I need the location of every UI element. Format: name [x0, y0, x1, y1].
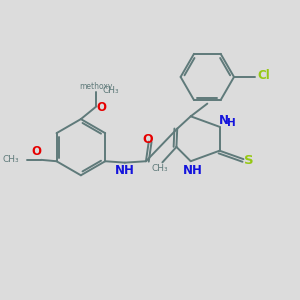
Text: NH: NH — [183, 164, 203, 177]
Text: methoxy: methoxy — [80, 82, 113, 91]
Text: N: N — [219, 114, 229, 127]
Text: O: O — [96, 100, 106, 113]
Text: O: O — [32, 146, 42, 158]
Text: CH₃: CH₃ — [103, 86, 119, 95]
Text: CH₃: CH₃ — [151, 164, 168, 173]
Text: S: S — [244, 154, 253, 167]
Text: Cl: Cl — [258, 69, 270, 82]
Text: CH₃: CH₃ — [2, 155, 19, 164]
Text: H: H — [227, 118, 236, 128]
Text: O: O — [142, 133, 153, 146]
Text: NH: NH — [115, 164, 135, 177]
